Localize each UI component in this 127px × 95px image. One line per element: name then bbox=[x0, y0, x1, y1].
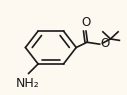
Text: O: O bbox=[81, 15, 91, 28]
Text: NH₂: NH₂ bbox=[16, 77, 40, 90]
Text: O: O bbox=[100, 37, 110, 50]
